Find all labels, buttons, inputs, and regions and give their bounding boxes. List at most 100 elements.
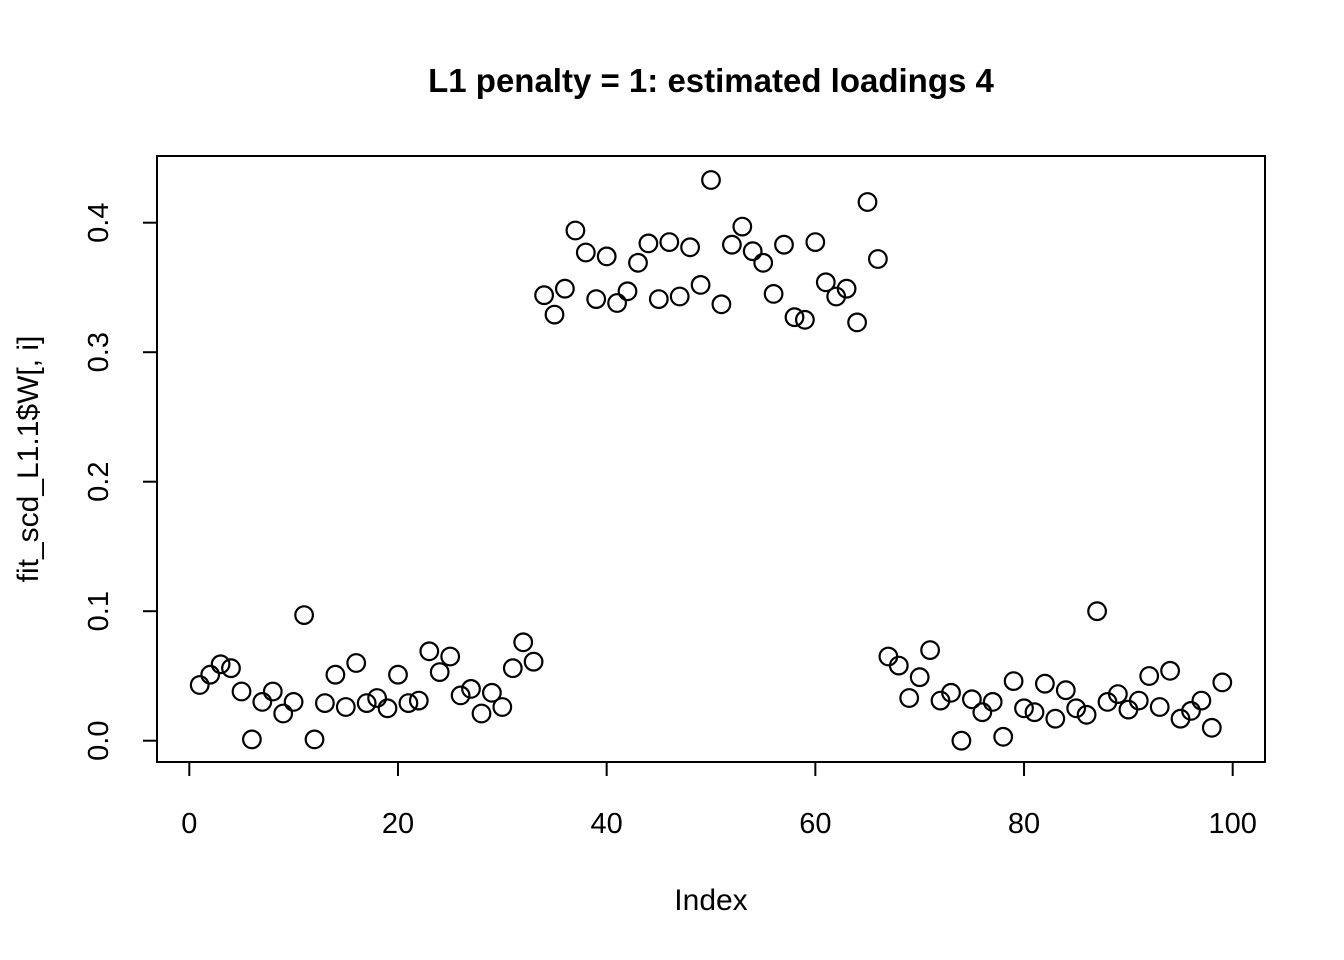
data-point-circle [586,289,607,310]
y-axis-ticks: 0.0 0.1 0.2 0.3 0.4 [83,203,157,761]
data-point-circle [523,651,544,672]
y-tick-label: 0.2 [83,462,115,502]
data-point-circle [356,693,377,713]
data-point-circle [210,654,231,675]
data-point-circle [1076,704,1097,725]
data-point-circle [241,729,262,750]
data-point-circle [565,220,586,241]
data-point-circle [763,284,784,304]
data-point-circle [1014,698,1034,719]
data-point-circle [221,658,241,679]
data-point-circle [1055,680,1076,701]
data-point-circle [732,216,753,237]
data-point-circle [461,679,481,699]
data-point-circle [273,703,294,724]
data-point-circle [1003,671,1024,691]
data-point-circle [325,664,346,685]
data-point-circle [847,312,867,333]
data-point-circle [795,309,815,330]
data-point-circle [888,655,909,676]
plot-box [156,155,1266,763]
y-tick-label: 0.0 [83,721,115,761]
data-point-circle [805,232,826,253]
data-point-circle [920,640,940,660]
data-point-circle [982,692,1003,712]
data-point-circle [909,667,930,688]
data-point-circle [774,234,794,255]
data-point-circle [388,664,408,685]
data-point-circle [815,272,836,293]
data-point-circle [857,192,878,212]
data-point-circle [1181,701,1201,721]
x-axis-label: Index [674,884,747,917]
data-point-circle [513,632,534,653]
data-point-circle [742,241,763,262]
data-point-circle [304,729,325,750]
data-point-circle [471,703,492,724]
data-point-circle [1024,702,1045,723]
data-point-circle [1149,697,1170,717]
data-point-circle [1107,684,1128,704]
data-point-circle [1118,699,1139,720]
data-point-circle [231,681,252,702]
data-point-circle [367,688,388,708]
data-point-circle [189,675,210,695]
data-point-circle [492,697,513,717]
x-tick-label: 60 [799,808,831,840]
data-point-circle [252,692,273,712]
x-tick-label: 100 [1209,808,1257,840]
data-point-circle [200,664,221,685]
x-tick-label: 40 [591,808,623,840]
data-point-circle [596,246,617,267]
data-point-circle [1160,660,1180,681]
x-tick-label: 80 [1008,808,1040,840]
data-point-circle [701,170,721,190]
data-point-circle [659,232,680,253]
data-point-circle [972,702,993,723]
data-point-circle [993,726,1014,747]
data-point-circle [628,252,648,273]
data-point-circle [377,698,398,719]
data-point-circle [1066,698,1087,719]
data-point-circle [398,693,419,713]
data-point-circle [262,681,283,702]
data-point-circle [617,281,638,302]
data-point-circle [941,682,961,703]
data-point-circle [1128,690,1149,711]
x-axis-ticks: 0 20 40 60 80 100 [181,762,1257,840]
data-point-circle [534,285,554,306]
data-point-circle [1139,666,1160,686]
y-axis-label: fit_scd_L1.1$W[, i] [12,336,45,583]
data-point-circle [962,689,982,710]
data-point-circle [836,278,857,299]
data-point-circle [440,646,461,667]
data-point-circle [648,289,669,310]
data-point-circle [408,690,429,711]
data-point-circle [555,278,575,299]
data-point-circle [1034,673,1055,694]
data-point-circle [335,697,356,717]
data-point-circle [1201,717,1222,738]
x-tick-label: 0 [181,808,197,840]
data-point-circle [1212,672,1233,693]
data-point-circle [951,730,972,751]
data-point-circle [711,294,732,315]
data-point-circle [690,275,711,295]
y-tick-label: 0.4 [83,203,115,243]
y-tick-label: 0.3 [83,332,115,372]
data-point-circle [899,688,920,708]
data-point-circle [607,293,627,313]
data-point-circle [294,605,315,625]
data-point-circle [753,252,774,273]
data-points-group [189,170,1233,751]
data-point-circle [638,233,659,254]
data-point-circle [419,641,440,662]
data-point-circle [346,653,367,673]
data-point-circle [315,693,335,713]
data-point-circle [429,662,450,682]
data-point-circle [482,682,502,703]
x-tick-label: 20 [382,808,414,840]
data-point-circle [575,242,596,263]
